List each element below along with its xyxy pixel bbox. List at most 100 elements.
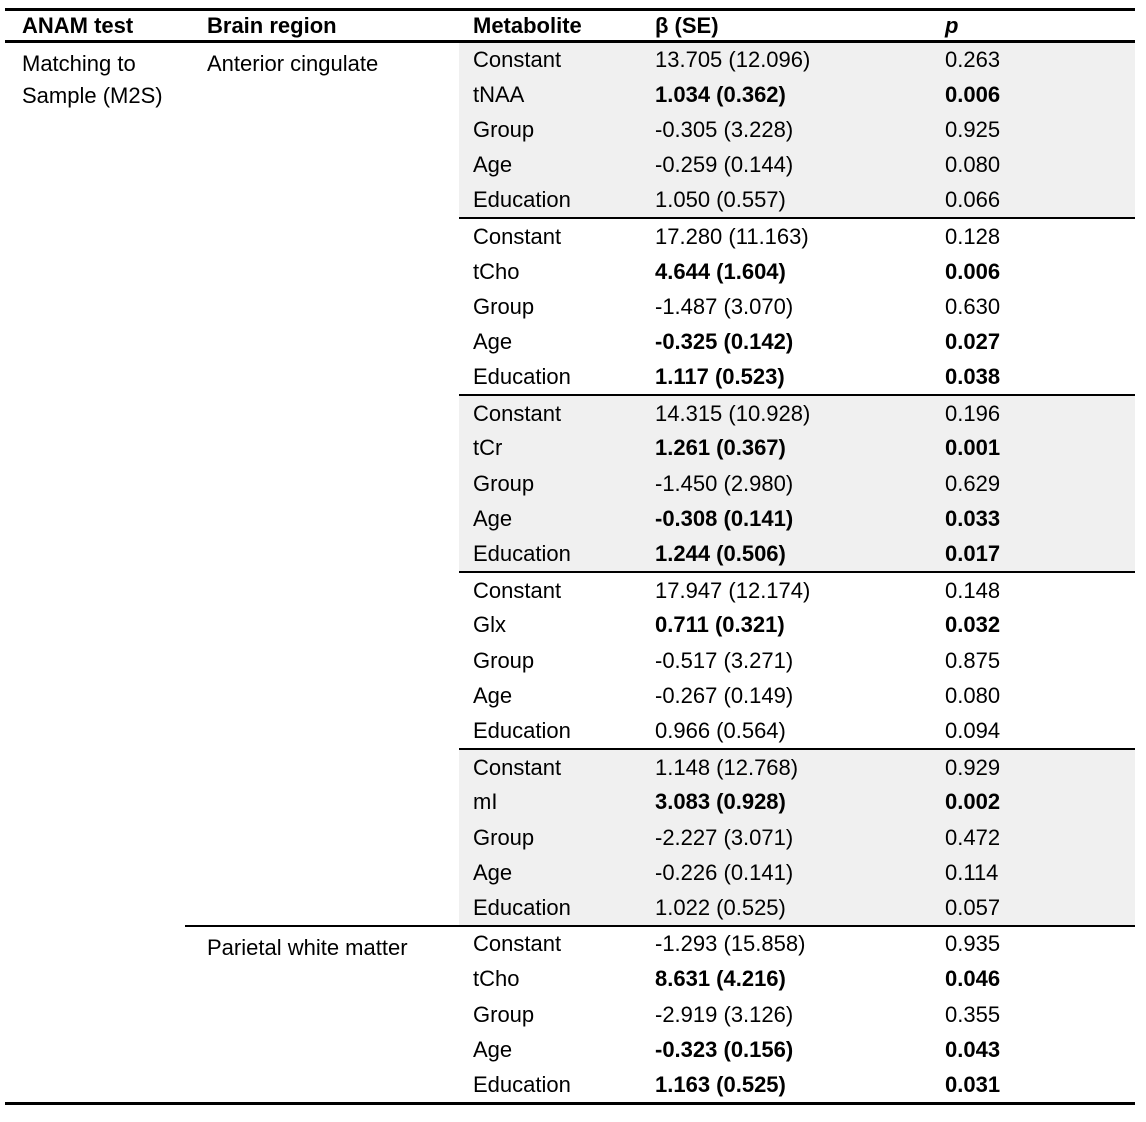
beta-se-cell: 1.261 (0.367) [648,430,930,467]
table-row: Group -1.487 (3.070) 0.630 [5,289,1135,324]
table-row: Education 1.117 (0.523) 0.038 [5,360,1135,395]
p-value-cell: 0.046 [945,966,1001,992]
table-row: Group -2.919 (3.126) 0.355 [5,997,1135,1032]
predictor-cell: Constant [459,394,648,431]
table-row: tNAA 1.034 (0.362) 0.006 [5,76,1135,113]
beta-se-cell: 8.631 (4.216) [655,966,786,992]
beta-se-cell: -2.227 (3.071) [648,820,930,856]
p-value-cell: 0.038 [945,364,1001,390]
p-value-cell: 0.001 [930,430,1135,467]
table-row: Education 1.050 (0.557) 0.066 [5,183,1135,219]
predictor-cell: Group [473,293,535,319]
predictor-cell: Constant [459,217,648,254]
table-row: Age -0.325 (0.142) 0.027 [5,325,1135,360]
p-value-cell: 0.066 [930,183,1135,219]
brain-region-cell: Anterior cingulate [207,51,379,76]
p-value-cell: 0.033 [930,501,1135,537]
p-value-cell: 0.032 [945,612,1001,638]
col-header-p: p [930,9,1135,43]
predictor-cell: Education [459,536,648,573]
predictor-cell: Age [459,501,648,537]
p-value-cell: 0.925 [930,112,1135,148]
col-header-anam-test: ANAM test [5,9,185,43]
beta-se-cell: -1.293 (15.858) [648,925,930,962]
beta-se-cell: 4.644 (1.604) [655,258,786,284]
table-row: Group -0.517 (3.271) 0.875 [5,643,1135,678]
table-row: tCr 1.261 (0.367) 0.001 [5,430,1135,467]
beta-se-cell: 1.148 (12.768) [648,748,930,785]
p-value-cell: 0.031 [945,1071,1001,1097]
predictor-cell: tCho [473,258,520,284]
brain-region-cell: Parietal white matter [185,925,459,1104]
table-row: Age -0.308 (0.141) 0.033 [5,501,1135,537]
predictor-cell: Group [459,112,648,148]
beta-se-cell: -0.325 (0.142) [655,329,794,355]
beta-se-cell: -0.305 (3.228) [648,112,930,148]
table-row: Constant 17.280 (11.163) 0.128 [5,217,1135,254]
table-row: tCho 4.644 (1.604) 0.006 [5,254,1135,289]
beta-se-cell: 1.034 (0.362) [648,76,930,113]
beta-se-cell: -0.259 (0.144) [648,147,930,184]
predictor-cell: tCr [459,430,648,467]
table-row: Education 1.022 (0.525) 0.057 [5,890,1135,927]
p-value-cell: 0.355 [945,1001,1001,1027]
predictor-cell: Education [473,1071,571,1097]
table-row: Age -0.226 (0.141) 0.114 [5,855,1135,891]
p-value-cell: 0.017 [930,536,1135,573]
p-value-cell: 0.929 [930,748,1135,785]
col-header-brain-region: Brain region [185,9,459,43]
table-row: Constant 17.947 (12.174) 0.148 [5,571,1135,608]
beta-se-cell: -1.450 (2.980) [648,466,930,502]
anam-test-cell: Matching to Sample (M2S) [22,51,163,108]
table-row: Constant 14.315 (10.928) 0.196 [5,394,1135,431]
p-value-cell: 0.006 [945,258,1001,284]
predictor-cell: Constant [459,925,648,962]
beta-se-cell: 17.947 (12.174) [648,571,930,608]
predictor-cell: Education [473,364,571,390]
beta-se-cell: -2.919 (3.126) [655,1001,794,1027]
predictor-cell: Group [459,820,648,856]
p-value-cell: 0.196 [930,394,1135,431]
p-value-cell: 0.263 [930,41,1135,77]
table-row: Group -2.227 (3.071) 0.472 [5,820,1135,856]
beta-se-cell: 3.083 (0.928) [648,784,930,821]
p-value-cell: 0.006 [930,76,1135,113]
beta-se-cell: 0.966 (0.564) [655,718,786,744]
beta-se-cell: 1.022 (0.525) [648,890,930,927]
predictor-cell: Age [473,683,513,709]
beta-se-cell: -0.267 (0.149) [655,683,794,709]
p-value-cell: 0.630 [945,293,1001,319]
predictor-cell: Education [459,183,648,219]
table-row: Constant 1.148 (12.768) 0.929 [5,748,1135,785]
predictor-cell: Education [459,890,648,927]
p-value-cell: 0.472 [930,820,1135,856]
beta-se-cell: 0.711 (0.321) [655,612,785,638]
predictor-cell: tNAA [459,76,648,113]
table-row: Education 0.966 (0.564) 0.094 [5,714,1135,749]
beta-se-cell: 13.705 (12.096) [648,41,930,77]
table-row: Age -0.323 (0.156) 0.043 [5,1032,1135,1067]
beta-se-cell: 14.315 (10.928) [648,394,930,431]
beta-se-cell: 1.244 (0.506) [648,536,930,573]
table-row: Glx 0.711 (0.321) 0.032 [5,608,1135,643]
p-value-cell: 0.629 [930,466,1135,502]
p-value-cell: 0.080 [945,683,1001,709]
p-value-cell: 0.057 [930,890,1135,927]
col-header-metabolite: Metabolite [459,9,648,43]
beta-se-cell: 1.117 (0.523) [655,364,785,390]
table-row: Age -0.259 (0.144) 0.080 [5,147,1135,184]
predictor-cell: tCho [473,966,520,992]
predictor-cell: Age [459,147,648,184]
table-row: Group -1.450 (2.980) 0.629 [5,466,1135,502]
p-value-cell: 0.114 [930,855,1135,891]
predictor-cell: mI [459,784,648,821]
beta-se-cell: -0.517 (3.271) [655,647,794,673]
col-header-beta-se: β (SE) [648,9,930,43]
predictor-cell: Constant [459,41,648,77]
predictor-cell: Glx [473,612,506,638]
beta-se-cell: 1.163 (0.525) [655,1071,786,1097]
table-row: Education 1.163 (0.525) 0.031 [5,1068,1135,1103]
table-row: Group -0.305 (3.228) 0.925 [5,112,1135,148]
p-value-cell: 0.080 [930,147,1135,184]
beta-se-cell: 17.280 (11.163) [648,217,930,254]
